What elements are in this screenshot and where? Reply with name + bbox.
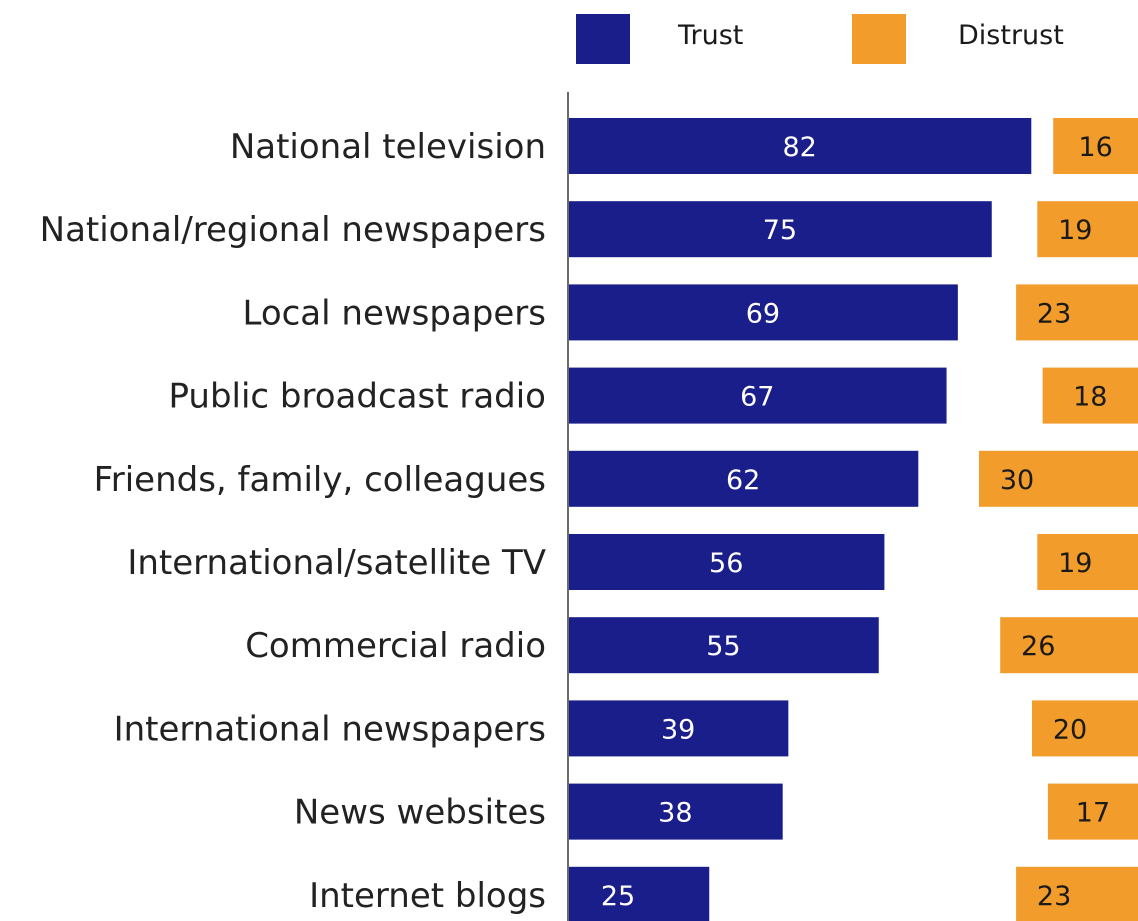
trust-bar-commercial-radio xyxy=(568,617,879,674)
distrust-value-label-international-satellite-tv: 19 xyxy=(1058,548,1092,579)
distrust-value-label-international-newspapers: 20 xyxy=(1053,714,1087,745)
trust-value-label-national-television: 82 xyxy=(782,132,816,163)
trust-bar-national-television xyxy=(568,118,1032,174)
legend-distrust-swatch xyxy=(852,14,906,64)
distrust-value-label-commercial-radio: 26 xyxy=(1021,631,1055,662)
distrust-value-label-local-newspapers: 23 xyxy=(1037,298,1071,329)
trust-value-label-friends-family-colleagues: 62 xyxy=(726,465,760,496)
distrust-bar-local-newspapers xyxy=(1016,284,1138,341)
category-label-international-newspapers: International newspapers xyxy=(114,709,546,749)
trust-value-label-news-websites: 38 xyxy=(658,798,692,829)
distrust-bar-international-newspapers xyxy=(1032,700,1138,757)
distrust-bar-public-broadcast-radio xyxy=(1042,367,1138,424)
trust-bars: 82 75 69 67 62 56 55 39 38 25 xyxy=(568,118,1032,921)
trust-value-label-internet-blogs: 25 xyxy=(601,881,635,912)
category-labels: National television National/regional new… xyxy=(40,127,546,916)
legend-trust-label: Trust xyxy=(677,20,743,51)
trust-value-label-commercial-radio: 55 xyxy=(706,631,740,662)
category-label-internet-blogs: Internet blogs xyxy=(309,876,546,916)
category-label-international-satellite-tv: International/satellite TV xyxy=(127,543,546,583)
trust-value-label-national-regional-newspapers: 75 xyxy=(763,215,797,246)
category-label-news-websites: News websites xyxy=(294,793,546,833)
distrust-bars: 16 19 23 18 30 19 26 20 17 23 xyxy=(979,118,1138,921)
trust-bar-international-newspapers xyxy=(568,700,789,757)
distrust-bar-news-websites xyxy=(1047,783,1138,840)
distrust-value-label-news-websites: 17 xyxy=(1076,798,1110,829)
trust-bar-international-satellite-tv xyxy=(568,534,885,590)
category-label-national-television: National television xyxy=(230,127,546,167)
category-label-local-newspapers: Local newspapers xyxy=(242,293,546,333)
trust-bar-public-broadcast-radio xyxy=(568,367,947,424)
category-label-commercial-radio: Commercial radio xyxy=(245,626,546,666)
distrust-value-label-internet-blogs: 23 xyxy=(1037,881,1071,912)
trust-bar-national-regional-newspapers xyxy=(568,201,992,258)
trust-value-label-public-broadcast-radio: 67 xyxy=(740,382,774,413)
category-label-public-broadcast-radio: Public broadcast radio xyxy=(169,377,547,417)
legend-trust-swatch xyxy=(576,14,630,64)
distrust-bar-national-regional-newspapers xyxy=(1037,201,1138,258)
legend-distrust-label: Distrust xyxy=(958,20,1064,51)
trust-value-label-local-newspapers: 69 xyxy=(746,298,780,329)
distrust-value-label-national-television: 16 xyxy=(1078,132,1112,163)
category-label-friends-family-colleagues: Friends, family, colleagues xyxy=(94,460,546,500)
trust-bar-local-newspapers xyxy=(568,284,958,341)
trust-bar-internet-blogs xyxy=(568,866,710,921)
distrust-value-label-public-broadcast-radio: 18 xyxy=(1073,382,1107,413)
trust-value-label-international-newspapers: 39 xyxy=(661,714,695,745)
trust-value-label-international-satellite-tv: 56 xyxy=(709,548,743,579)
distrust-bar-international-satellite-tv xyxy=(1037,534,1138,590)
distrust-bar-national-television xyxy=(1053,118,1138,174)
trust-bar-friends-family-colleagues xyxy=(568,450,919,507)
distrust-value-label-national-regional-newspapers: 19 xyxy=(1058,215,1092,246)
distrust-bar-internet-blogs xyxy=(1016,866,1138,921)
trust-bar-news-websites xyxy=(568,783,783,840)
distrust-bar-friends-family-colleagues xyxy=(979,450,1138,507)
distrust-value-label-friends-family-colleagues: 30 xyxy=(1000,465,1034,496)
distrust-bar-commercial-radio xyxy=(1000,617,1138,674)
category-label-national-regional-newspapers: National/regional newspapers xyxy=(40,210,546,250)
legend: Trust Distrust xyxy=(576,14,1064,64)
